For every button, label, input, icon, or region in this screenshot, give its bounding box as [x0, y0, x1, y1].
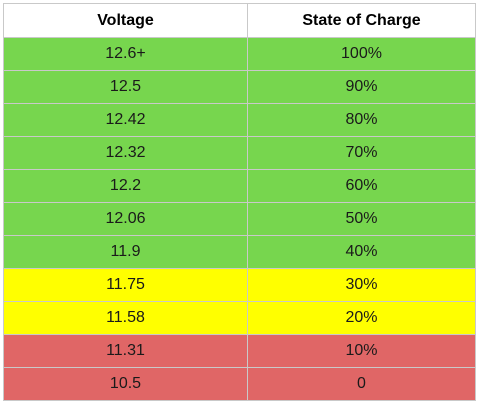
soc-cell: 80%	[247, 103, 476, 137]
table-row: 12.32 70%	[3, 136, 476, 170]
soc-cell: 90%	[247, 70, 476, 104]
table-row: 11.75 30%	[3, 268, 476, 302]
soc-cell: 100%	[247, 37, 476, 71]
voltage-cell: 12.42	[3, 103, 248, 137]
soc-cell: 40%	[247, 235, 476, 269]
table-row: 12.06 50%	[3, 202, 476, 236]
soc-cell: 60%	[247, 169, 476, 203]
soc-cell: 70%	[247, 136, 476, 170]
soc-cell: 50%	[247, 202, 476, 236]
voltage-cell: 12.2	[3, 169, 248, 203]
table-row: 12.6+ 100%	[3, 37, 476, 71]
voltage-cell: 12.5	[3, 70, 248, 104]
table-row: 11.9 40%	[3, 235, 476, 269]
voltage-cell: 12.06	[3, 202, 248, 236]
voltage-cell: 11.9	[3, 235, 248, 269]
table-row: 10.5 0	[3, 367, 476, 401]
soc-cell: 30%	[247, 268, 476, 302]
table-row: 12.42 80%	[3, 103, 476, 137]
voltage-cell: 11.75	[3, 268, 248, 302]
voltage-cell: 10.5	[3, 367, 248, 401]
table-row: 12.5 90%	[3, 70, 476, 104]
header-state-of-charge: State of Charge	[247, 3, 476, 38]
voltage-cell: 11.58	[3, 301, 248, 335]
table-header-row: Voltage State of Charge	[3, 3, 476, 38]
soc-cell: 10%	[247, 334, 476, 368]
table-row: 12.2 60%	[3, 169, 476, 203]
soc-cell: 20%	[247, 301, 476, 335]
table-row: 11.31 10%	[3, 334, 476, 368]
soc-cell: 0	[247, 367, 476, 401]
header-voltage: Voltage	[3, 3, 248, 38]
voltage-cell: 12.32	[3, 136, 248, 170]
voltage-cell: 11.31	[3, 334, 248, 368]
voltage-soc-table: Voltage State of Charge 12.6+ 100% 12.5 …	[3, 3, 476, 401]
table-row: 11.58 20%	[3, 301, 476, 335]
voltage-cell: 12.6+	[3, 37, 248, 71]
